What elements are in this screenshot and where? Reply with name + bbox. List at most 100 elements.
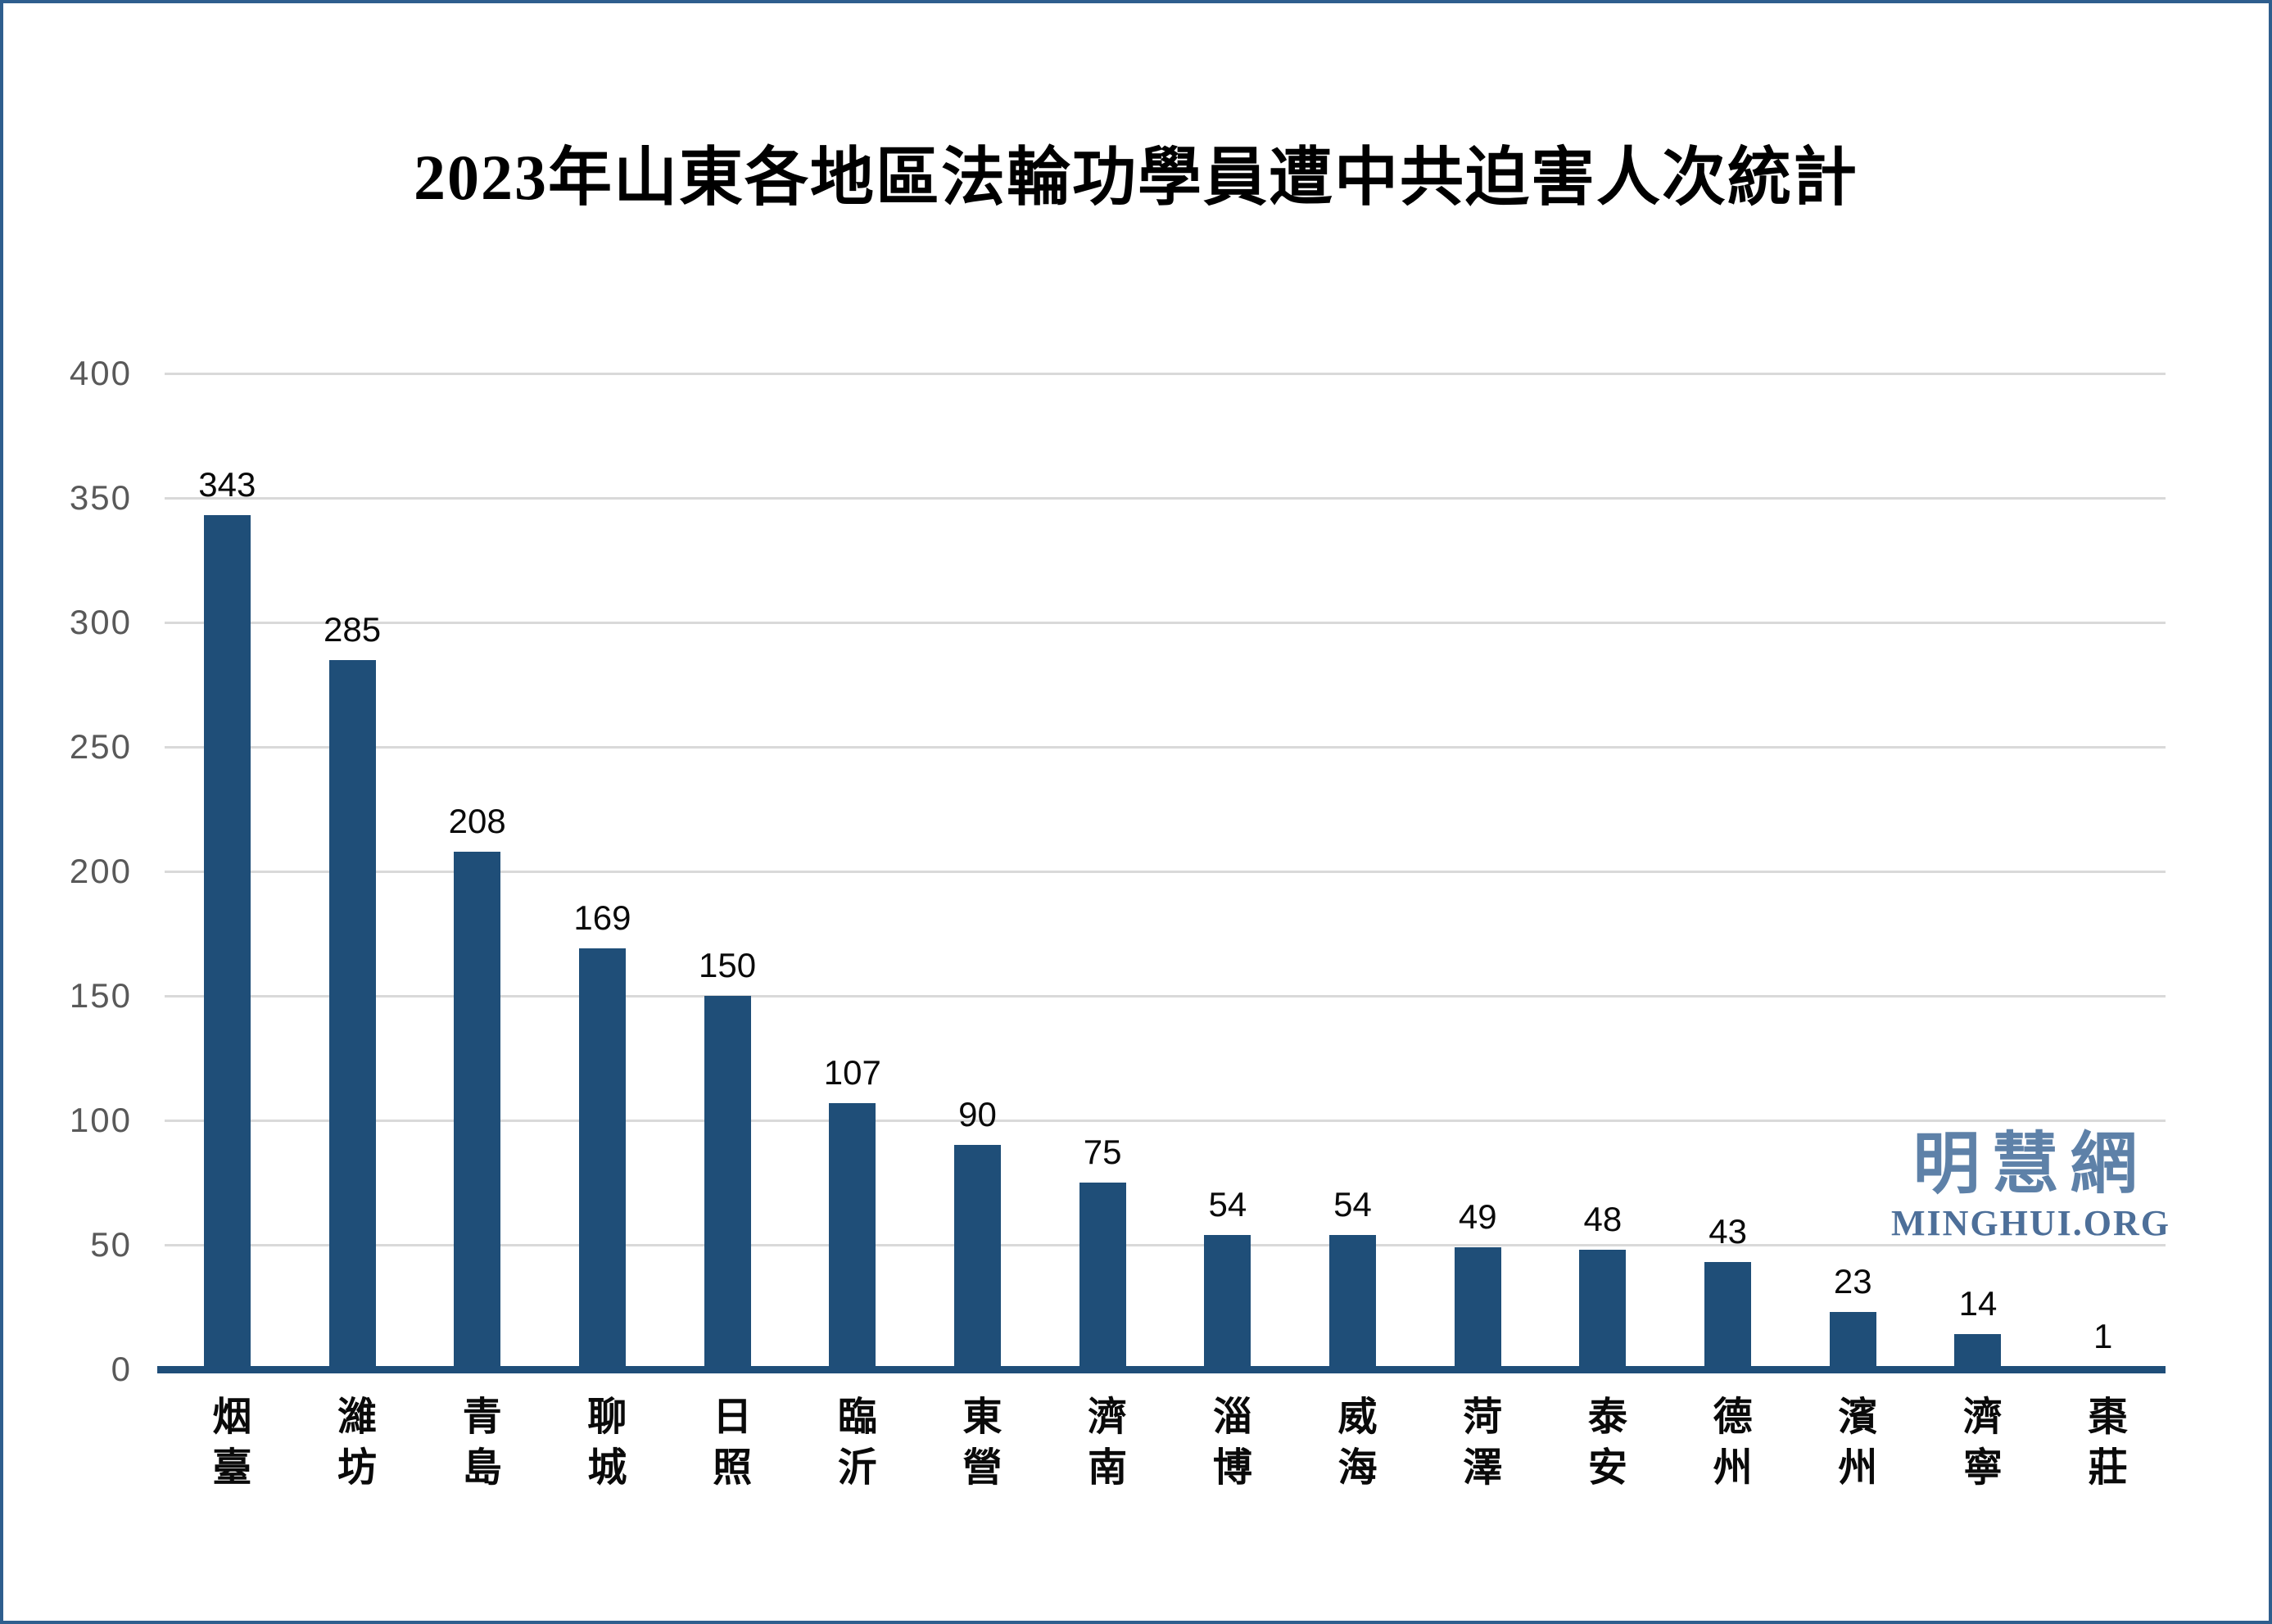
- bar-slot: 23: [1790, 373, 1916, 1369]
- x-slot: 菏澤: [1415, 1396, 1541, 1497]
- y-tick-label-50: 50: [90, 1225, 132, 1264]
- x-slot: 青島: [414, 1396, 540, 1497]
- bar-value-label: 75: [1083, 1133, 1122, 1171]
- x-slot: 德州: [1665, 1396, 1790, 1497]
- bar: [203, 515, 251, 1369]
- bar-value-label: 107: [823, 1053, 881, 1092]
- bar-slot: 48: [1541, 373, 1666, 1369]
- bar-value-label: 23: [1833, 1262, 1872, 1301]
- y-tick-label-250: 250: [69, 727, 132, 766]
- x-slot: 威海: [1290, 1396, 1415, 1497]
- x-tick-label: 淄博: [1206, 1396, 1250, 1497]
- x-slot: 東營: [915, 1396, 1040, 1497]
- bar-slot: 75: [1040, 373, 1165, 1369]
- bar-value-label: 169: [573, 898, 631, 937]
- bar-slot: 49: [1415, 373, 1541, 1369]
- bar-slot: 14: [1916, 373, 2041, 1369]
- x-slot: 濟南: [1040, 1396, 1165, 1497]
- bar: [1454, 1247, 1501, 1369]
- x-slot: 泰安: [1541, 1396, 1666, 1497]
- bar-slot: 43: [1665, 373, 1790, 1369]
- bar-slot: 107: [790, 373, 915, 1369]
- watermark-minghui-cjk: 明慧網: [1912, 1127, 2149, 1201]
- bar-slot: 285: [290, 373, 415, 1369]
- x-tick-label: 菏澤: [1456, 1396, 1500, 1497]
- bar-slot: 54: [1290, 373, 1415, 1369]
- bar-value-label: 150: [699, 946, 757, 984]
- gridline-50: [165, 1244, 2166, 1246]
- bar-slot: 150: [665, 373, 790, 1369]
- bar-slot: 208: [414, 373, 540, 1369]
- bar: [1704, 1262, 1752, 1369]
- y-tick-label-0: 0: [111, 1350, 132, 1388]
- y-tick-label-150: 150: [69, 976, 132, 1015]
- bar-slot: 90: [915, 373, 1040, 1369]
- y-tick-label-100: 100: [69, 1101, 132, 1139]
- gridline-200: [165, 871, 2166, 873]
- y-tick-label-200: 200: [69, 852, 132, 890]
- bar: [1579, 1250, 1627, 1369]
- y-tick-label-300: 300: [69, 603, 132, 641]
- x-tick-label: 日照: [706, 1396, 750, 1497]
- x-tick-label: 濰坊: [331, 1396, 375, 1497]
- x-tick-label: 青島: [455, 1396, 500, 1497]
- bar: [704, 996, 751, 1369]
- x-tick-label: 東營: [956, 1396, 1000, 1497]
- bar: [953, 1145, 1001, 1369]
- gridline-350: [165, 497, 2166, 500]
- x-slot: 淄博: [1165, 1396, 1291, 1497]
- gridline-400: [165, 373, 2166, 375]
- gridline-150: [165, 995, 2166, 997]
- y-tick-label-400: 400: [69, 354, 132, 392]
- bar-value-label: 90: [958, 1095, 997, 1133]
- bar: [454, 852, 501, 1369]
- x-tick-label: 威海: [1331, 1396, 1375, 1497]
- x-slot: 濟寧: [1916, 1396, 2041, 1497]
- watermark: 明慧網 MINGHUI.ORG: [1891, 1127, 2170, 1243]
- x-tick-label: 德州: [1706, 1396, 1750, 1497]
- x-slot: 日照: [665, 1396, 790, 1497]
- x-tick-label: 棗莊: [2081, 1396, 2125, 1497]
- x-slot: 濱州: [1790, 1396, 1916, 1497]
- x-slot: 烟臺: [165, 1396, 290, 1497]
- x-slot: 濰坊: [290, 1396, 415, 1497]
- bar: [1204, 1235, 1251, 1369]
- x-tick-label: 濟南: [1081, 1396, 1125, 1497]
- x-slot: 臨沂: [790, 1396, 915, 1497]
- bar: [1829, 1312, 1876, 1369]
- bar-slot: 54: [1165, 373, 1291, 1369]
- x-tick-label: 濟寧: [1956, 1396, 2000, 1497]
- bar-value-label: 1: [2093, 1317, 2113, 1355]
- x-axis-labels: 烟臺 濰坊 青島 聊城 日照 臨沂 東營 濟南 淄博 威海 菏澤 泰安 德州 濱州 濟寧 棗莊: [165, 1396, 2166, 1497]
- watermark-minghui-url: MINGHUI.ORG: [1891, 1203, 2170, 1243]
- bar: [578, 948, 626, 1369]
- x-tick-label: 烟臺: [206, 1396, 250, 1497]
- y-tick-label-350: 350: [69, 478, 132, 517]
- bar-value-label: 208: [448, 802, 506, 840]
- bar: [1079, 1183, 1126, 1369]
- bar-value-label: 54: [1333, 1185, 1372, 1224]
- gridline-250: [165, 746, 2166, 749]
- bars-row: 343 285 208 169 150 107 90 75 54 54 49 48 43 23 14 1: [165, 373, 2166, 1369]
- chart-title: 2023年山東各地區法輪功學員遭中共迫害人次統計: [413, 142, 1858, 213]
- x-tick-label: 濱州: [1831, 1396, 1876, 1497]
- gridline-300: [165, 622, 2166, 624]
- x-slot: 聊城: [540, 1396, 665, 1497]
- bar-slot: 343: [165, 373, 290, 1369]
- bar-value-label: 14: [1958, 1284, 1998, 1323]
- x-tick-label: 聊城: [581, 1396, 625, 1497]
- bar-value-label: 43: [1709, 1212, 1747, 1251]
- bar-slot: 169: [540, 373, 665, 1369]
- x-axis-line: [157, 1366, 2166, 1373]
- x-tick-label: 泰安: [1581, 1396, 1625, 1497]
- plot-area: [165, 373, 2166, 1369]
- bar-value-label: 48: [1583, 1200, 1623, 1238]
- bar: [328, 660, 376, 1369]
- bar: [1954, 1334, 2002, 1369]
- bar-value-label: 285: [323, 610, 382, 649]
- bar: [829, 1103, 876, 1369]
- bar-value-label: 49: [1458, 1197, 1497, 1236]
- x-slot: 棗莊: [2040, 1396, 2166, 1497]
- gridline-100: [165, 1120, 2166, 1122]
